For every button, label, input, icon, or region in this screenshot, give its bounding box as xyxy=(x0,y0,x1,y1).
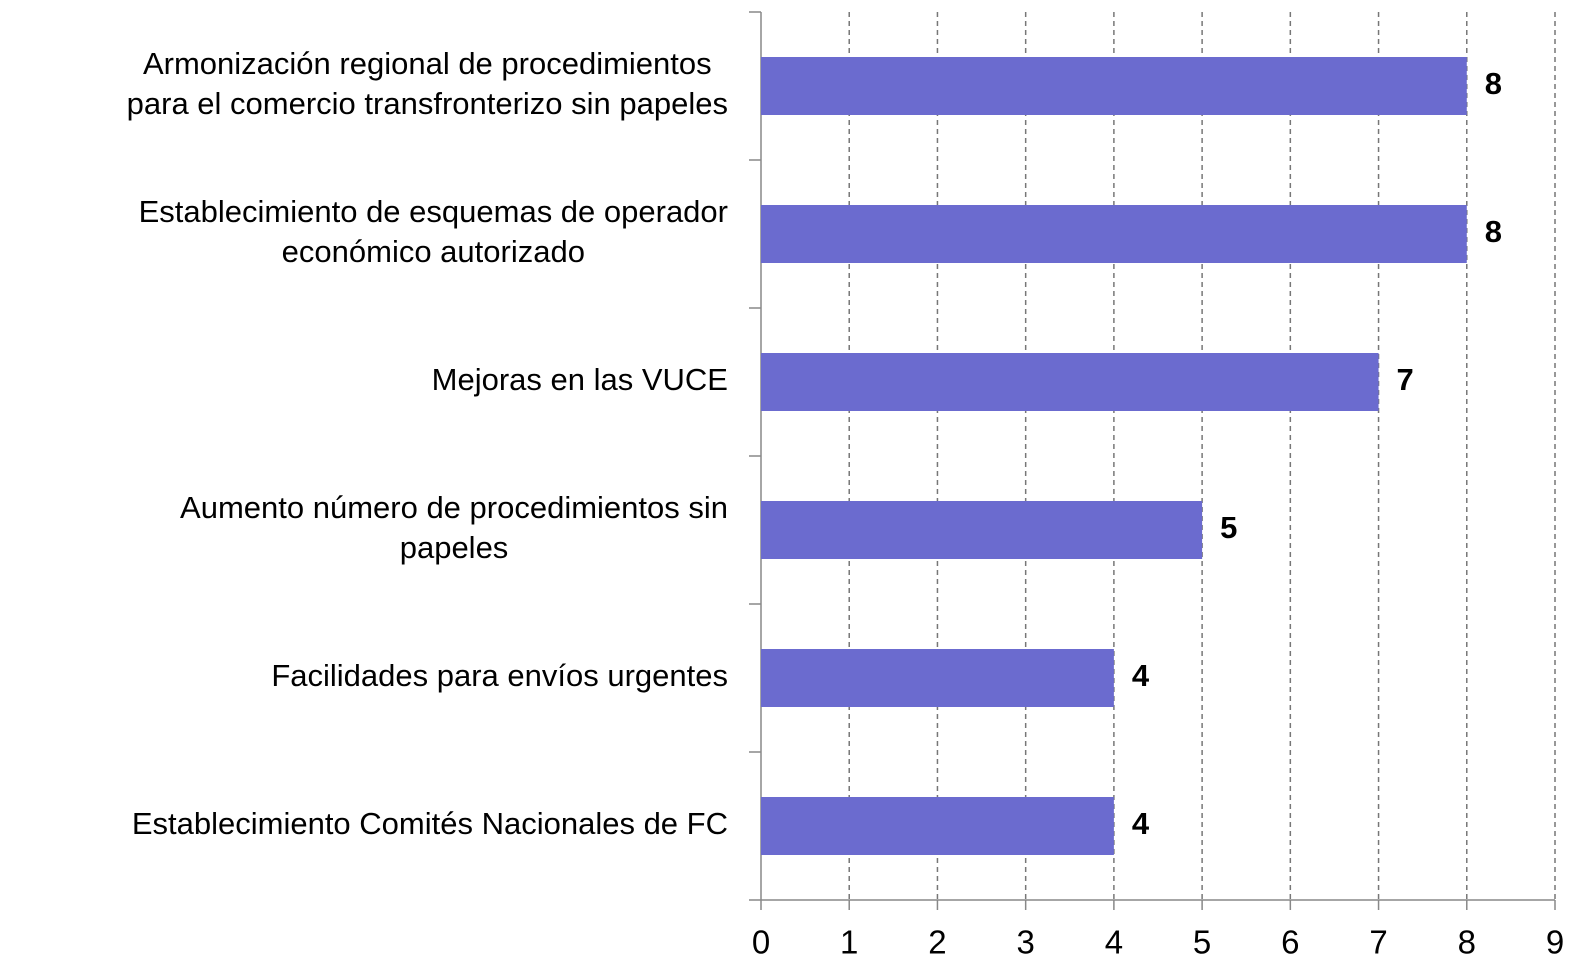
x-tick-label: 3 xyxy=(1016,924,1034,961)
value-label: 7 xyxy=(1397,362,1414,397)
x-tick-label: 6 xyxy=(1281,924,1299,961)
x-tick-label: 7 xyxy=(1369,924,1387,961)
category-label: Mejoras en las VUCE xyxy=(432,362,728,397)
x-tick-label: 2 xyxy=(928,924,946,961)
value-label: 8 xyxy=(1485,66,1502,101)
category-label: Establecimiento de esquemas de operador e… xyxy=(139,194,728,269)
x-tick-label: 0 xyxy=(752,924,770,961)
bar xyxy=(761,205,1467,263)
x-tick-label: 9 xyxy=(1546,924,1564,961)
x-tick-label: 4 xyxy=(1105,924,1123,961)
x-tick-label: 8 xyxy=(1458,924,1476,961)
bar xyxy=(761,649,1114,707)
value-label: 4 xyxy=(1132,806,1150,841)
category-label: Armonización regional de procedimientos p… xyxy=(127,46,728,121)
x-tick-label: 5 xyxy=(1193,924,1211,961)
bar xyxy=(761,501,1203,559)
category-label: Establecimiento Comités Nacionales de FC xyxy=(132,806,728,841)
category-label: Aumento número de procedimientos sin pape… xyxy=(180,490,728,565)
x-tick-label: 1 xyxy=(840,924,858,961)
category-label: Facilidades para envíos urgentes xyxy=(271,658,728,693)
value-label: 8 xyxy=(1485,214,1502,249)
bar xyxy=(761,353,1379,411)
bar xyxy=(761,57,1467,115)
value-label: 4 xyxy=(1132,658,1150,693)
value-label: 5 xyxy=(1220,510,1237,545)
bar xyxy=(761,797,1114,855)
